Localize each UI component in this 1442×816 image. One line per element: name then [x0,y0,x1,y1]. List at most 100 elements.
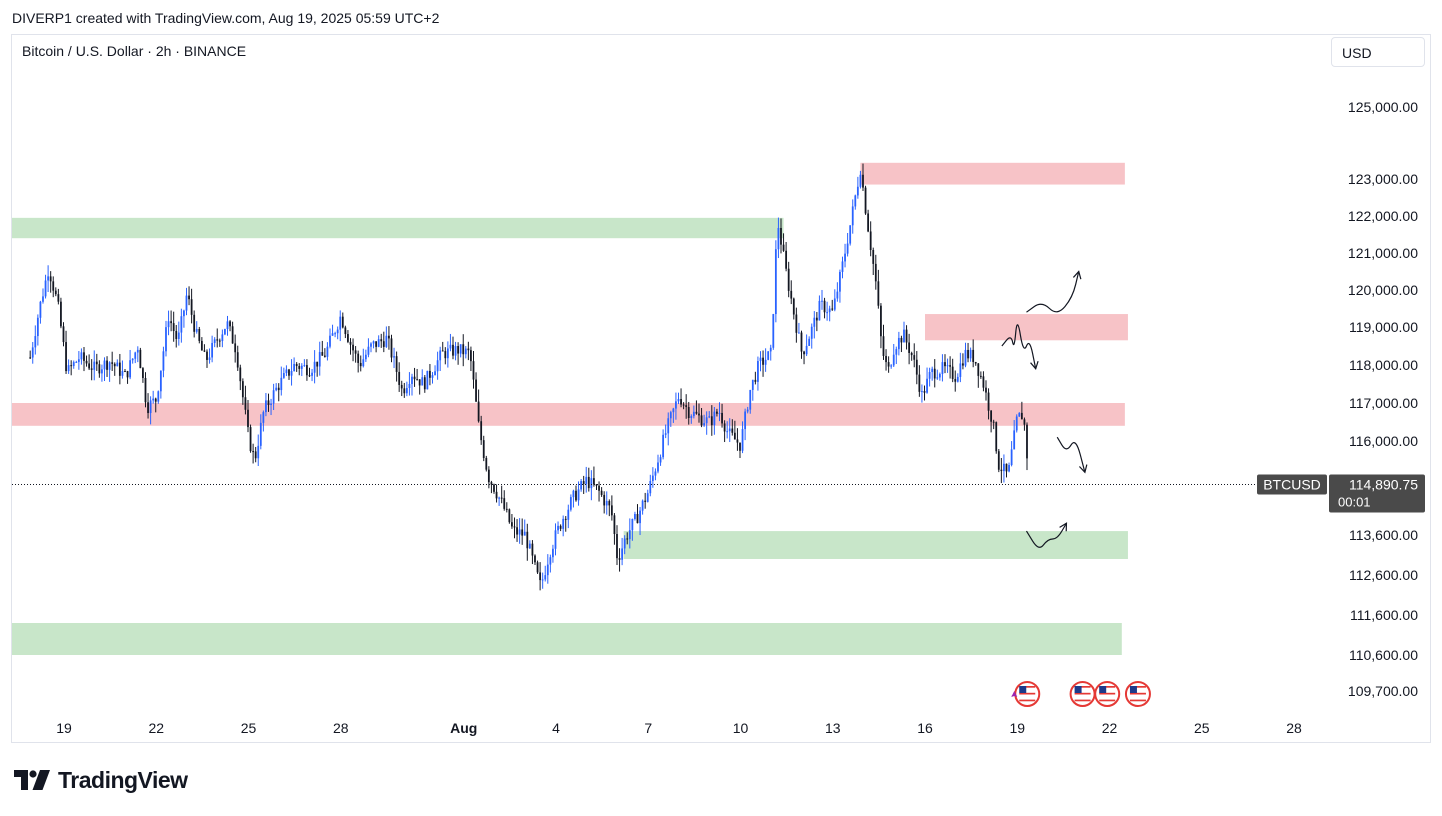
candle-body [593,478,595,485]
candle-body [159,370,162,392]
candle-body [190,299,193,315]
candle-body [429,370,431,378]
candle-body [75,361,78,363]
candle-body [449,344,452,349]
candle-body [582,481,585,484]
candle-body [36,317,39,337]
candle-body [282,373,285,378]
candle-body [941,362,944,374]
candle-body [641,500,644,511]
candle-body [918,374,921,392]
candle-body [380,339,383,342]
candle-body [856,186,859,196]
candle-body [608,501,611,506]
candle-body [388,335,390,339]
candle-body [946,365,949,367]
candle-body [364,354,367,360]
candle-body [974,361,977,364]
price-axis[interactable]: 125,000.00 123,000.00 122,000.00 121,000.00… [1348,99,1418,699]
economic-event-flag-icon [1014,681,1041,707]
price-tick-label: 113,600.00 [1349,527,1418,543]
bullish-breakout-arrowhead [1072,270,1082,280]
candle-body [598,485,600,491]
sparkle-icon [1011,691,1018,697]
candle-body [933,368,936,379]
candle-body [869,231,872,251]
candle-body [359,362,362,367]
time-tick-label: 19 [1009,720,1025,736]
candle-body [293,363,296,372]
currency-button[interactable]: USD [1331,37,1425,67]
flag-stripe [1074,699,1091,702]
candle-body [534,555,536,563]
candle-body [559,525,562,529]
candle-body [93,361,96,370]
flag-stripe [1099,699,1116,702]
candle-body [892,354,895,366]
candle-body [754,379,757,382]
candle-body [229,321,231,327]
time-tick-label: 22 [148,720,164,736]
candle-body [785,250,788,269]
candle-body [1013,430,1016,450]
candle-body [949,365,952,367]
flag-stripe [1019,699,1036,702]
candle-body [567,509,570,520]
candle-body [692,411,695,417]
candle-body [493,484,495,492]
candle-body [987,392,990,411]
countdown-label: 00:01 [1338,494,1371,509]
candle-body [241,381,244,398]
candle-body [121,371,124,376]
flag-stripe [1019,686,1036,688]
economic-event-flag-icon [1094,681,1121,707]
price-tick-label: 118,000.00 [1349,357,1418,373]
candle-body [436,360,439,372]
candle-body [385,335,388,347]
candle-body [718,412,721,414]
candle-body [390,338,393,358]
candle-body [862,174,864,188]
candle-body [731,428,734,433]
candle-body [616,534,618,559]
candle-body [967,349,969,359]
candle-body [531,543,534,556]
candle-body [818,300,821,321]
candle-body [839,271,841,292]
candle-body [272,390,275,404]
candle-body [992,421,995,423]
candle-body [587,476,590,489]
tradingview-logo[interactable]: TradingView [14,766,188,794]
candle-body [267,400,270,405]
candle-body [331,333,334,336]
candle-body [377,339,380,347]
candle-body [613,515,616,535]
candle-body [634,514,636,520]
candle-body [936,377,939,379]
candle-body [882,336,885,356]
candle-body [126,371,129,378]
candle-body [649,480,652,494]
candle-body [457,346,460,354]
candle-body [85,360,88,364]
candle-body [726,431,729,433]
candle-body [288,369,290,376]
candle-body [654,471,657,476]
candle-body [395,356,398,372]
flag-stripe [1129,689,1146,692]
candle-body [700,415,703,426]
candle-body [910,352,913,356]
candle-body [677,398,680,402]
candle-body [687,407,690,419]
candle-body [308,375,311,377]
candle-body [95,361,98,365]
symbol-title[interactable]: Bitcoin / U.S. Dollar · 2h · BINANCE [22,43,247,59]
candle-body [539,572,542,581]
flag-stripe [1019,689,1036,692]
candle-body [890,365,893,367]
time-axis[interactable]: 19 22 25 28 Aug 4 7 10 13 16 19 22 25 28 [56,720,1302,736]
candle-body [334,333,337,335]
candle-body [631,519,634,531]
candle-body [977,363,980,376]
